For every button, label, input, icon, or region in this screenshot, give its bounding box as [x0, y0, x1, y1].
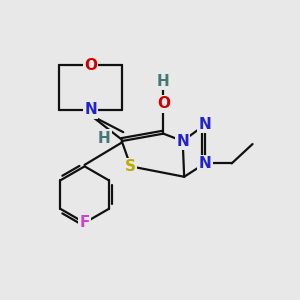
- Text: N: N: [199, 156, 212, 171]
- Text: H: H: [98, 130, 110, 146]
- Text: S: S: [125, 159, 136, 174]
- Text: N: N: [176, 134, 189, 148]
- Text: O: O: [84, 58, 97, 73]
- Text: N: N: [199, 117, 212, 132]
- Text: N: N: [84, 102, 97, 117]
- Text: O: O: [157, 96, 170, 111]
- Text: H: H: [157, 74, 170, 89]
- Text: F: F: [80, 215, 90, 230]
